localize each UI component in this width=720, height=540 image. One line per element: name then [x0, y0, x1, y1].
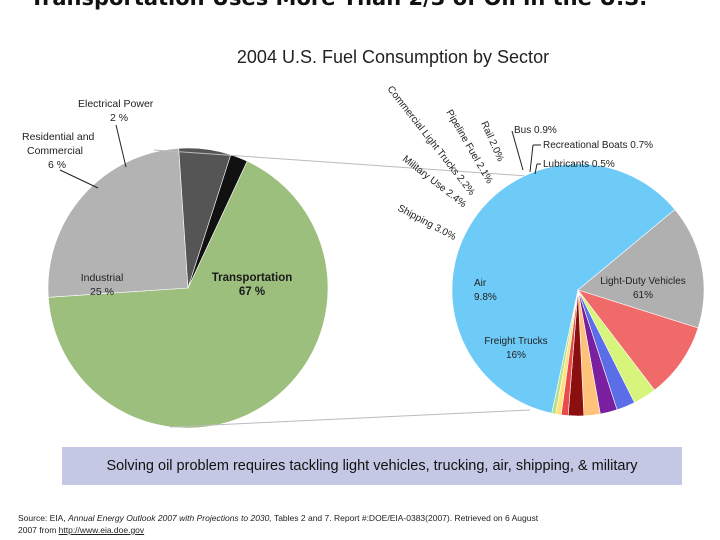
label-bus: Bus 0.9% — [514, 125, 557, 136]
slice-industrial — [47, 147, 189, 298]
source-link[interactable]: http://www.eia.doe.gov — [58, 525, 145, 535]
label-lubricants: Lubricants 0.5% — [543, 159, 615, 170]
value-light-duty: 61% — [633, 290, 653, 301]
label-boats: Recreational Boats 0.7% — [543, 140, 653, 151]
source-middle: Tables 2 and 7. Report #:DOE/EIA-0383(20… — [18, 513, 539, 535]
slice-transportation — [47, 160, 329, 429]
pie-connector-lines — [153, 149, 531, 428]
chart-title: 2004 U.S. Fuel Consumption by Sector — [236, 47, 550, 67]
connector-top — [153, 149, 528, 177]
label-residential: Residential and — [22, 131, 95, 143]
source-title: Annual Energy Outlook 2007 with Projecti… — [68, 513, 272, 523]
value-industrial: 25 % — [90, 286, 114, 298]
leader-boats-v — [529, 144, 534, 173]
label-electrical: Electrical Power — [78, 98, 154, 110]
slice-electrical-power — [187, 154, 248, 289]
slice-lubricants — [551, 289, 579, 415]
transportation-pie — [451, 163, 705, 417]
value-transportation: 67 % — [239, 286, 265, 298]
slice-light-duty-vehicles — [451, 163, 676, 414]
value-electrical: 2 % — [110, 112, 128, 124]
label-air: Air — [474, 278, 487, 289]
connector-bottom — [169, 409, 531, 428]
label-light-duty: Light-Duty Vehicles — [600, 276, 686, 287]
value-freight: 16% — [506, 350, 526, 361]
leader-electrical — [115, 124, 127, 168]
leader-lubricants-v — [534, 163, 538, 175]
label-leader-lines — [59, 124, 541, 189]
label-transportation: Transportation — [212, 272, 293, 284]
source-prefix: Source: EIA, — [18, 513, 69, 523]
slide-title: Transportation Uses More Than 2/3 of Oil… — [30, 0, 720, 10]
source-citation: Source: EIA, Annual Energy Outlook 2007 … — [18, 512, 558, 536]
label-residential-line2: Commercial — [27, 145, 83, 157]
sector-pie — [47, 147, 329, 429]
value-residential: 6 % — [48, 159, 66, 171]
label-residential-line1: Residential and — [22, 131, 95, 143]
label-freight: Freight Trucks — [484, 336, 547, 347]
label-rail: Rail 2.0% — [478, 120, 506, 164]
label-shipping: Shipping 3.0% — [396, 203, 458, 243]
leader-residential — [59, 169, 99, 189]
label-industrial: Industrial — [81, 272, 124, 284]
leader-bus — [511, 130, 524, 171]
summary-banner: Solving oil problem requires tackling li… — [62, 447, 682, 485]
value-air: 9.8% — [474, 292, 497, 303]
slice-air — [577, 289, 699, 391]
slice-freight-trucks — [577, 209, 705, 329]
